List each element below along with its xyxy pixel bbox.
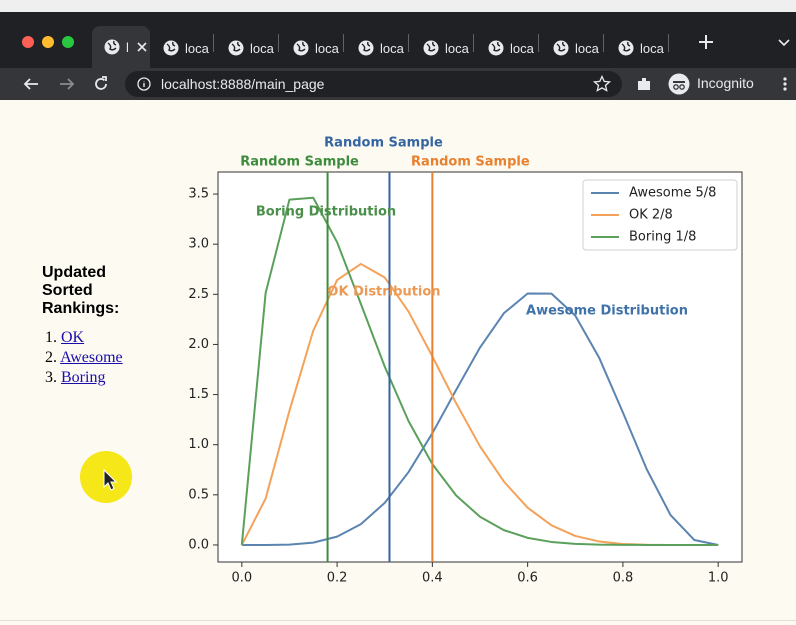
legend-label: Awesome 5/8: [629, 186, 716, 201]
legend-label: OK 2/8: [629, 208, 673, 223]
sample-label: Random Sample: [240, 155, 359, 170]
legend-label: Boring 1/8: [629, 230, 696, 245]
y-tick-label: 3.5: [188, 187, 209, 202]
y-tick-label: 2.5: [188, 287, 209, 302]
page: {"browser": {"tabs": ["l", "loca", "loca…: [0, 0, 796, 625]
y-tick-label: 3.0: [188, 237, 209, 252]
x-tick-label: 0.8: [613, 571, 634, 586]
y-tick-label: 2.0: [188, 337, 209, 352]
sample-label: Random Sample: [324, 136, 443, 151]
y-tick-label: 0.0: [188, 537, 209, 552]
y-tick-label: 1.5: [188, 387, 209, 402]
x-tick-label: 0.6: [517, 571, 538, 586]
chart: 0.0 0.5 1.0 1.5 2.0 2.5 3.0 3.5 0.0 0.2 0.4 0.6 0.8 1…: [0, 0, 796, 625]
x-tick-label: 1.0: [708, 571, 729, 586]
x-tick-label: 0.0: [231, 571, 252, 586]
x-tick-label: 0.4: [422, 571, 443, 586]
y-tick-label: 0.5: [188, 487, 209, 502]
series-annotation: Awesome Distribution: [526, 304, 688, 319]
series-annotation: OK Distribution: [327, 285, 440, 300]
page-bottom-border: [0, 620, 796, 621]
sample-label: Random Sample: [411, 155, 530, 170]
x-tick-label: 0.2: [327, 571, 348, 586]
series-annotation: Boring Distribution: [256, 205, 396, 220]
y-tick-label: 1.0: [188, 437, 209, 452]
